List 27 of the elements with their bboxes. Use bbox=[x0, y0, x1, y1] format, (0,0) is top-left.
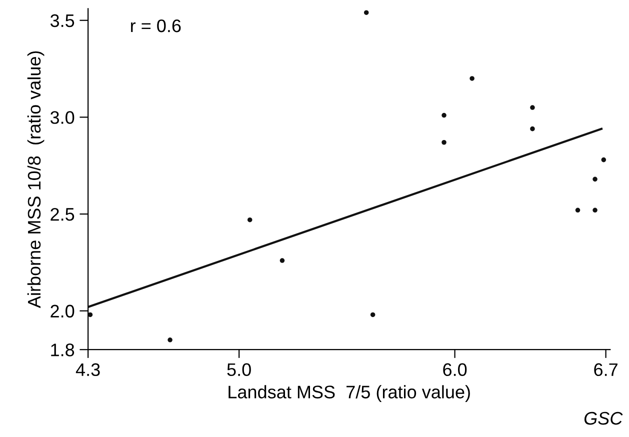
annotation: r = 0.6 bbox=[131, 19, 181, 32]
point bbox=[280, 258, 285, 263]
x-tick-label: 6.7 bbox=[594, 363, 618, 376]
point bbox=[592, 208, 598, 213]
x-tick-label: 4.3 bbox=[76, 363, 100, 376]
point bbox=[168, 338, 172, 342]
point bbox=[530, 126, 535, 132]
y-tick-label: 3.5 bbox=[50, 14, 74, 28]
point bbox=[470, 76, 474, 81]
y-axis-title: Airborne MSS 10/8 (ratio value) bbox=[27, 51, 44, 308]
y-tick-label: 2.0 bbox=[50, 304, 74, 318]
point bbox=[247, 217, 252, 222]
point bbox=[442, 112, 446, 118]
x-tick-label: 5.0 bbox=[227, 363, 251, 376]
y-tick-label: 1.8 bbox=[51, 344, 74, 356]
x-axis-title: Landsat MSS 7/5 (ratio value) bbox=[228, 385, 470, 402]
text: GSC bbox=[584, 412, 623, 425]
point bbox=[601, 157, 606, 162]
point bbox=[575, 208, 580, 213]
y-tick-label: 2.5 bbox=[50, 208, 74, 221]
x-tick-label: 6.0 bbox=[443, 363, 467, 376]
point bbox=[530, 105, 535, 110]
point bbox=[442, 140, 446, 145]
point bbox=[364, 10, 369, 16]
point bbox=[370, 312, 376, 318]
point bbox=[592, 176, 598, 182]
y-tick-label: 3.0 bbox=[50, 111, 74, 124]
